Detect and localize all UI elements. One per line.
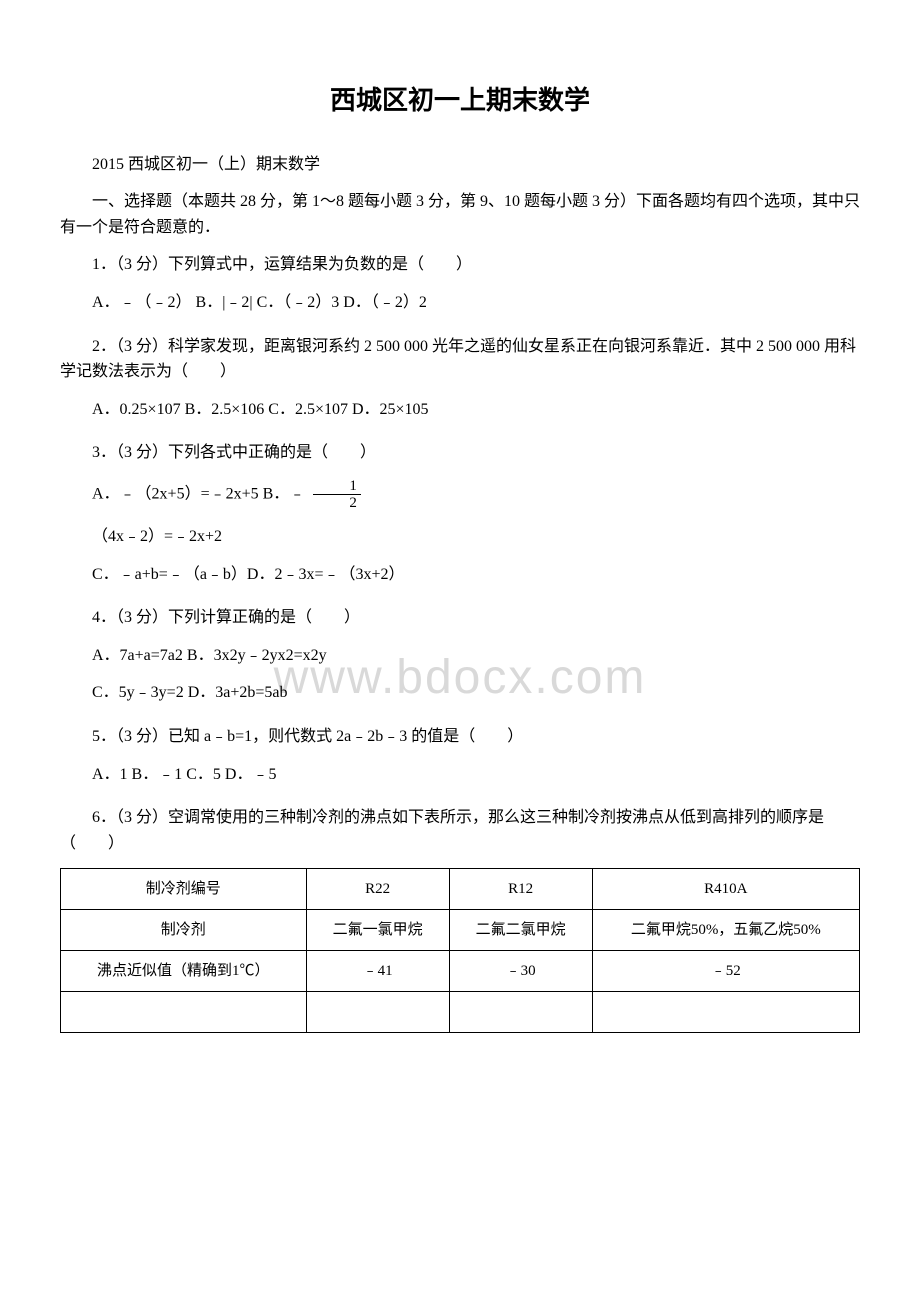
- q3-opta-text: A．﹣（2x+5）=﹣2x+5 B．﹣: [92, 486, 305, 503]
- question-3-option-cd: C．﹣a+b=﹣（a﹣b）D．2﹣3x=﹣（3x+2）: [60, 562, 860, 588]
- table-cell: [449, 992, 592, 1033]
- question-4-options-2: C．5y﹣3y=2 D．3a+2b=5ab: [60, 680, 860, 706]
- table-row: 制冷剂编号 R22 R12 R410A: [61, 869, 860, 910]
- table-row: 沸点近似值（精确到1℃） ﹣41 ﹣30 ﹣52: [61, 951, 860, 992]
- refrigerant-table: 制冷剂编号 R22 R12 R410A 制冷剂 二氟一氯甲烷 二氟二氯甲烷 二氟…: [60, 868, 860, 1033]
- section-header: 一、选择题（本题共 28 分，第 1～8 题每小题 3 分，第 9、10 题每小…: [60, 189, 860, 240]
- question-3-option-b: （4x﹣2）=﹣2x+2: [60, 524, 860, 550]
- question-1-options: A．﹣（﹣2） B．|﹣2| C．（﹣2）3 D．（﹣2）2: [60, 290, 860, 316]
- document-content: 西城区初一上期末数学 2015 西城区初一（上）期末数学 一、选择题（本题共 2…: [60, 80, 860, 1033]
- question-6: 6．（3 分）空调常使用的三种制冷剂的沸点如下表所示，那么这三种制冷剂按沸点从低…: [60, 805, 860, 856]
- table-cell: 二氟二氯甲烷: [449, 910, 592, 951]
- table-cell: ﹣30: [449, 951, 592, 992]
- table-row: [61, 992, 860, 1033]
- question-2: 2．（3 分）科学家发现，距离银河系约 2 500 000 光年之遥的仙女星系正…: [60, 334, 860, 385]
- table-cell: 二氟一氯甲烷: [306, 910, 449, 951]
- question-4: 4．（3 分）下列计算正确的是（ ）: [60, 605, 860, 631]
- table-cell: 制冷剂编号: [61, 869, 307, 910]
- table-cell: [306, 992, 449, 1033]
- page-title: 西城区初一上期末数学: [60, 80, 860, 122]
- table-cell: 沸点近似值（精确到1℃）: [61, 951, 307, 992]
- table-cell: [592, 992, 859, 1033]
- table-cell: R22: [306, 869, 449, 910]
- table-cell: 制冷剂: [61, 910, 307, 951]
- question-3: 3．（3 分）下列各式中正确的是（ ）: [60, 440, 860, 466]
- fraction: 1 2: [313, 478, 361, 512]
- question-4-options-1: A．7a+a=7a2 B．3x2y﹣2yx2=x2y: [60, 643, 860, 669]
- question-5-options: A．1 B．﹣1 C．5 D．﹣5: [60, 762, 860, 788]
- fraction-num: 1: [313, 478, 361, 496]
- table-cell: ﹣52: [592, 951, 859, 992]
- table-cell: ﹣41: [306, 951, 449, 992]
- question-1: 1．（3 分）下列算式中，运算结果为负数的是（ ）: [60, 252, 860, 278]
- table-row: 制冷剂 二氟一氯甲烷 二氟二氯甲烷 二氟甲烷50%，五氟乙烷50%: [61, 910, 860, 951]
- question-2-options: A．0.25×107 B．2.5×106 C．2.5×107 D．25×105: [60, 397, 860, 423]
- fraction-den: 2: [313, 495, 361, 512]
- subtitle-text: 2015 西城区初一（上）期末数学: [60, 152, 860, 178]
- question-3-option-a: A．﹣（2x+5）=﹣2x+5 B．﹣ 1 2: [60, 478, 860, 512]
- table-cell: [61, 992, 307, 1033]
- table-cell: 二氟甲烷50%，五氟乙烷50%: [592, 910, 859, 951]
- question-5: 5．（3 分）已知 a﹣b=1，则代数式 2a﹣2b﹣3 的值是（ ）: [60, 724, 860, 750]
- table-cell: R410A: [592, 869, 859, 910]
- table-cell: R12: [449, 869, 592, 910]
